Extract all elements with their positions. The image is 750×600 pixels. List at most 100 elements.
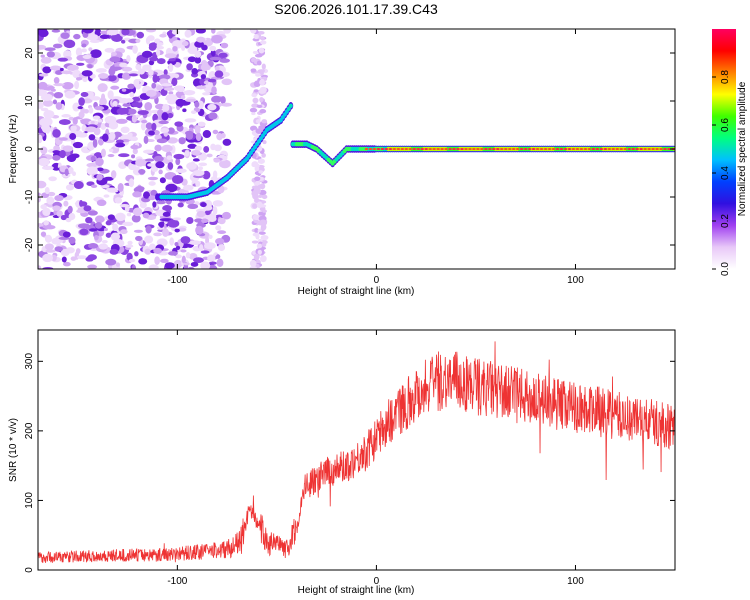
spectrogram-cell: [611, 148, 616, 150]
spectrogram-cell: [547, 148, 552, 150]
spectrogram-cell: [167, 127, 175, 134]
spectrogram-cell: [70, 153, 80, 159]
spectrogram-cell: [158, 120, 169, 125]
spectrogram-cell: [261, 119, 268, 124]
spectrogram-cell: [168, 251, 178, 256]
spectrogram-cell: [60, 248, 70, 257]
spectrogram-cell: [109, 248, 119, 255]
spectrogram-cell: [95, 157, 104, 167]
spectrogram-cell: [148, 69, 154, 77]
spectrogram-cell: [187, 56, 197, 63]
spectrogram-cell: [200, 250, 210, 254]
spectrogram-cell: [195, 180, 201, 187]
spectrogram-cell: [68, 212, 76, 221]
spectrogram-cell: [90, 184, 98, 189]
spectrogram-cell: [38, 196, 41, 203]
spectrogram-cell: [38, 29, 49, 38]
spectrogram-cell: [60, 214, 67, 221]
spectrogram-cell: [52, 150, 61, 154]
spectrogram-y-tick-label: 10: [24, 95, 35, 107]
spectrogram-cell: [200, 261, 211, 269]
spectrogram-cell: [131, 114, 138, 123]
spectrogram-cell: [48, 176, 57, 182]
spectrogram-cell: [38, 44, 47, 50]
spectrogram-cell: [171, 29, 180, 35]
spectrogram-cell: [49, 65, 62, 71]
snr-y-tick-label: 200: [24, 422, 35, 439]
spectrogram-cell: [52, 128, 61, 138]
colorbar-bar: [712, 29, 736, 269]
spectrogram-cell: [156, 138, 168, 144]
snr-x-tick-label: 0: [374, 576, 380, 587]
spectrogram-cell: [169, 237, 175, 246]
spectrogram-cell: [168, 91, 174, 95]
spectrogram-cell: [173, 153, 185, 160]
spectrogram-cell: [107, 74, 117, 82]
colorbar-ticks: 0.0 0.2 0.4 0.6 0.8: [712, 70, 731, 276]
spectrogram-cell: [182, 108, 187, 113]
spectrogram-cell: [67, 166, 74, 174]
spectrogram-cell: [145, 89, 157, 97]
spectrogram-cell: [253, 33, 259, 40]
spectrogram-cell: [83, 205, 92, 212]
spectrogram-cell: [659, 148, 663, 150]
spectrogram-cell: [156, 200, 166, 205]
spectrogram-cell: [412, 148, 417, 150]
spectrogram-cell: [135, 185, 145, 192]
spectrogram-cell: [259, 97, 264, 103]
spectrogram-cell: [38, 101, 44, 109]
spectrogram-cell: [72, 171, 77, 177]
spectrogram-cell: [121, 29, 130, 36]
spectrogram-cell: [73, 181, 84, 190]
spectrogram-cell: [67, 205, 73, 214]
spectrogram-cell: [207, 78, 217, 83]
spectrogram-cell: [215, 225, 222, 231]
spectrogram-cell: [420, 148, 424, 150]
spectrogram-cell: [252, 203, 258, 209]
spectrogram-cell: [87, 264, 98, 269]
spectrogram-cell: [197, 166, 204, 171]
spectrogram-cell: [579, 148, 584, 150]
spectrogram-cell: [158, 169, 163, 175]
spectrogram-cell: [167, 137, 179, 144]
spectrogram-cell: [211, 86, 217, 95]
spectrogram-cell: [214, 65, 220, 72]
spectrogram-cell: [89, 228, 97, 232]
spectrogram-cell: [191, 68, 198, 75]
spectrogram-cell: [148, 264, 159, 269]
spectrogram-cell: [168, 63, 174, 73]
spectrogram-cell: [108, 121, 119, 130]
spectrogram-cell: [53, 83, 65, 87]
spectrogram-cell: [105, 258, 117, 266]
spectrogram-cell: [46, 196, 55, 205]
spectrogram-cell: [212, 200, 224, 207]
spectrogram-cell: [288, 103, 293, 109]
spectrogram-cell: [152, 74, 159, 83]
spectrogram-cell: [651, 148, 655, 150]
spectrogram-cell: [619, 148, 624, 150]
spectrogram-cell: [476, 148, 480, 150]
spectrogram-cell: [161, 112, 169, 121]
snr-x-tick-label: -100: [167, 576, 187, 587]
snr-x-ticks: -100 0 100: [167, 330, 584, 587]
spectrogram-cell: [76, 255, 87, 260]
spectrogram-cell: [396, 148, 401, 150]
spectrogram-cell: [134, 251, 139, 257]
spectrogram-cell: [212, 206, 218, 216]
spectrogram-cell: [254, 176, 261, 182]
spectrogram-cell: [153, 232, 162, 237]
snr-y-tick-label: 0: [24, 567, 35, 573]
spectrogram-cell: [66, 64, 79, 72]
spectrogram-cell: [190, 261, 199, 267]
spectrogram-cell: [72, 141, 83, 149]
spectrogram-cell: [40, 231, 47, 237]
spectrogram-cell: [62, 145, 74, 152]
spectrogram-cell: [192, 158, 200, 162]
spectrogram-cell: [627, 148, 632, 150]
spectrogram-cell: [105, 220, 112, 226]
spectrogram-cell: [50, 88, 56, 92]
spectrogram-cell: [167, 112, 174, 119]
spectrogram-cell: [43, 109, 55, 119]
spectrogram-cell: [408, 148, 413, 150]
spectrogram-cell: [153, 155, 164, 162]
